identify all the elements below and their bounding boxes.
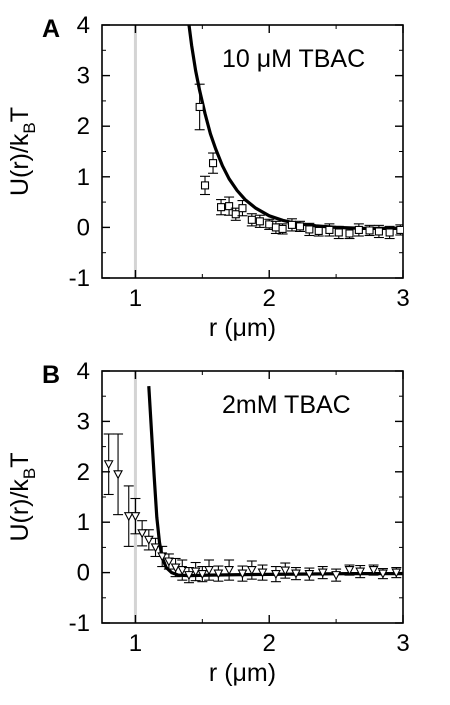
data-point [225,202,234,211]
data-point [123,512,134,522]
data-point [355,567,366,577]
data-point [231,210,240,219]
data-point [130,512,141,522]
panel-A: -1 0 1 2 3 4 1 2 3 r (μm) U(r)/kBT A 10 μM TBAC [6,12,410,342]
data-point [331,571,342,581]
data-point [305,225,314,234]
y-tick-label: 3 [77,408,90,435]
data-point [257,568,268,578]
data-point [334,228,343,237]
data-point [177,566,188,576]
data-point [213,569,224,579]
data-point [378,569,388,579]
plot-data [187,25,403,240]
panel-label: B [42,361,60,389]
x-tick-label: 2 [263,285,276,312]
y-tick-label: 4 [77,12,90,39]
data-point [385,228,394,237]
y-axis-label-sub: B [20,122,39,133]
data-point [354,225,363,234]
y-tick-label: 1 [77,164,90,191]
data-point [291,569,301,579]
y-tick-label: 2 [77,459,90,486]
data-point [396,225,403,234]
data-point [344,566,355,576]
x-tick-label: 2 [263,630,276,657]
data-point [197,570,208,580]
y-tick-label: -1 [69,610,90,637]
data-point [280,566,291,576]
x-axis-label: r (μm) [209,659,276,687]
x-tick-label: 1 [129,285,142,312]
data-point [345,229,354,238]
x-tick-label: 3 [396,285,409,312]
data-point [195,102,204,112]
panel-annotation: 2mM TBAC [222,391,351,419]
data-point [287,220,297,229]
data-point [163,557,174,567]
data-point [137,529,148,539]
data-point [391,568,402,578]
data-point [246,566,257,576]
data-point [237,569,248,579]
y-axis-label: U(r)/kBT [6,107,39,196]
panel-annotation: 10 μM TBAC [222,45,365,73]
x-tick-label: 1 [129,630,142,657]
x-axis-label: r (μm) [209,314,276,342]
data-point [317,568,328,578]
y-tick-label: 4 [77,358,90,385]
data-point [150,543,161,553]
data-point [270,570,281,580]
y-tick-label: 0 [77,560,90,587]
data-point [184,571,194,581]
data-point [170,563,181,573]
data-point [325,225,334,234]
data-point [157,552,168,562]
data-point [200,181,210,190]
y-axis-label-main: U(r)/k [6,479,34,542]
y-axis-label-end: T [6,107,34,122]
data-point [265,220,274,229]
x-tick-label: 3 [396,630,409,657]
data-point [224,566,235,576]
data-point [190,567,201,577]
data-point [238,204,247,213]
panel-label: A [42,15,60,43]
y-axis-label-end: T [6,452,34,467]
data-point [255,217,264,226]
data-point [295,222,305,231]
data-point [368,566,379,576]
y-tick-label: -1 [69,265,90,292]
data-point [204,566,214,576]
y-tick-label: 3 [77,63,90,90]
data-point [208,159,218,168]
y-tick-label: 1 [77,509,90,536]
data-point [314,226,323,235]
data-point [278,224,287,233]
y-axis-label: U(r)/kBT [6,452,39,541]
plot-data [103,386,403,584]
data-point [374,227,383,236]
y-axis-label-main: U(r)/k [6,133,34,196]
data-point [247,215,256,224]
data-point [304,570,315,580]
data-point [365,226,374,235]
data-point [113,470,123,480]
data-point [103,460,114,470]
y-tick-label: 2 [77,113,90,140]
data-point [271,223,280,232]
y-axis-label-sub: B [20,468,39,479]
data-point [143,535,154,546]
data-point [217,203,226,212]
y-tick-label: 0 [77,214,90,241]
